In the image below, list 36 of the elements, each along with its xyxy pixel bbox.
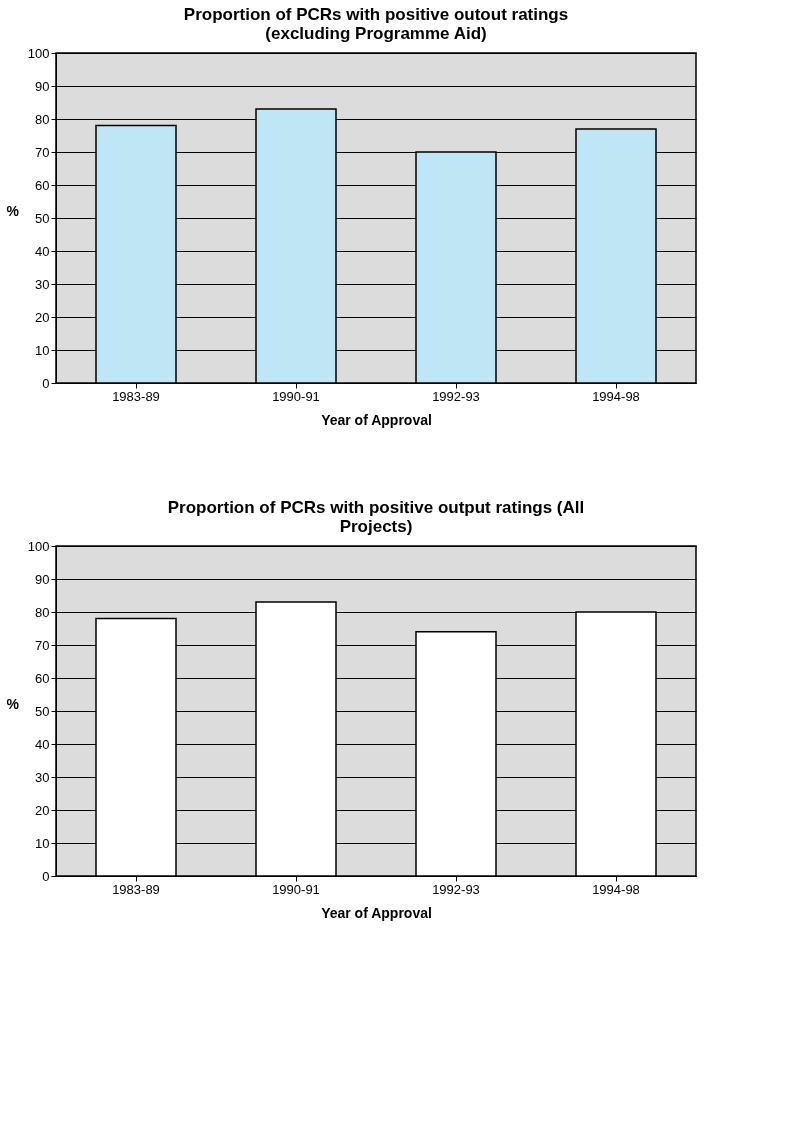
y-tick-label: 70 bbox=[35, 637, 50, 653]
x-tick-label: 1992-93 bbox=[432, 881, 480, 897]
y-tick-label: 30 bbox=[35, 769, 50, 785]
y-tick-label: 20 bbox=[35, 802, 50, 818]
chart-title: Proportion of PCRs with positive output ratings (All Projects) bbox=[167, 498, 585, 536]
y-tick-label: 100 bbox=[27, 45, 50, 61]
chart-title: Proportion of PCRs with positive outout ratings (excluding Programme Aid) bbox=[183, 5, 569, 43]
y-tick-label: 30 bbox=[35, 276, 50, 292]
y-tick-label: 50 bbox=[35, 703, 50, 719]
y-tick-label: 70 bbox=[35, 144, 50, 160]
y-tick-label: 40 bbox=[35, 243, 50, 259]
y-tick-label: 90 bbox=[35, 78, 50, 94]
x-tick-label: 1994-98 bbox=[592, 388, 640, 404]
x-axis-title: Year of Approval bbox=[321, 411, 432, 428]
x-tick-label: 1990-91 bbox=[272, 881, 320, 897]
x-tick-label: 1983-89 bbox=[112, 881, 160, 897]
y-tick-label: 100 bbox=[27, 538, 50, 554]
y-axis-title: % bbox=[6, 202, 20, 219]
y-tick-label: 10 bbox=[35, 835, 50, 851]
y-tick-label: 60 bbox=[35, 670, 50, 686]
y-tick-label: 90 bbox=[35, 571, 50, 587]
x-tick-label: 1994-98 bbox=[592, 881, 640, 897]
y-tick-label: 10 bbox=[35, 342, 50, 358]
y-tick-label: 80 bbox=[35, 604, 50, 620]
y-axis-title: % bbox=[6, 695, 20, 712]
y-tick-label: 60 bbox=[35, 177, 50, 193]
y-tick-label: 50 bbox=[35, 210, 50, 226]
y-tick-label: 20 bbox=[35, 309, 50, 325]
x-axis-title: Year of Approval bbox=[321, 904, 432, 921]
y-tick-label: 80 bbox=[35, 111, 50, 127]
x-tick-label: 1983-89 bbox=[112, 388, 160, 404]
x-tick-label: 1990-91 bbox=[272, 388, 320, 404]
y-tick-label: 0 bbox=[42, 868, 50, 884]
y-tick-label: 40 bbox=[35, 736, 50, 752]
x-tick-label: 1992-93 bbox=[432, 388, 480, 404]
y-tick-label: 0 bbox=[42, 375, 50, 391]
